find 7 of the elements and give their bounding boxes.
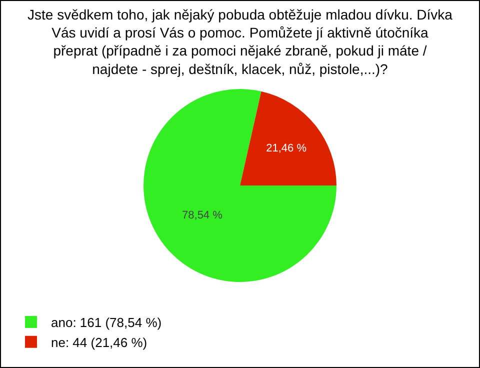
chart-title: Jste svědkem toho, jak nějaký pobuda obtěžuje mladou dívku. Dívka Vás uvidí a prosí Vás o pomoc. Pomůžete jí aktivně útočníka přeprat (případně i za pomoci nějaké zbraně, pokud ji máte / najdete - sprej, deštník, klacek, nůž, pistole,...)? [28, 6, 453, 77]
pie-slice [240, 91, 336, 186]
data-label: 21,46 % [266, 142, 307, 154]
legend-label: ano: 161 (78,54 %) [51, 315, 162, 330]
data-label: 78,54 % [182, 210, 223, 222]
legend-label: ne: 44 (21,46 %) [51, 334, 148, 350]
pie-slice [144, 89, 336, 282]
